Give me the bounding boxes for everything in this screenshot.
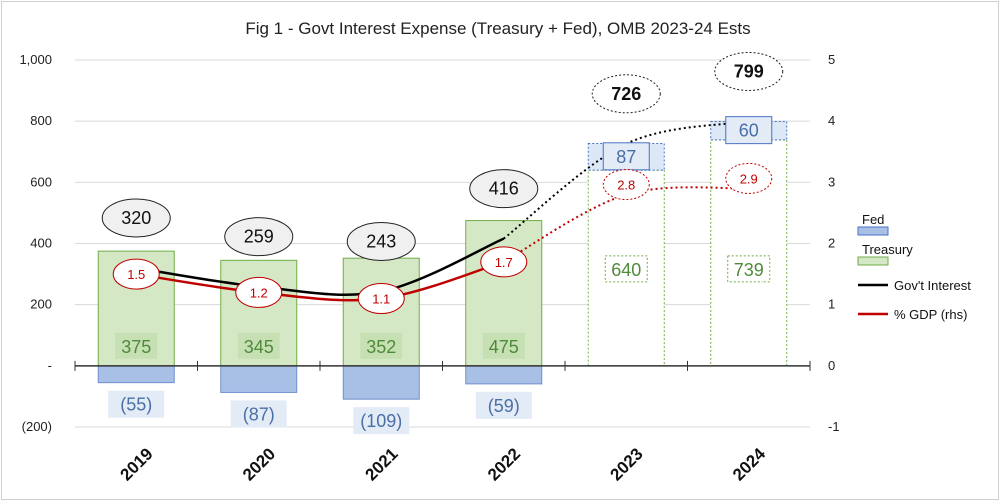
fed-bar [342, 365, 420, 400]
govt-interest-value-label: 243 [366, 232, 396, 252]
govt-interest-bubble [346, 222, 416, 262]
fed-bar [220, 365, 298, 393]
chart-title: Fig 1 - Govt Interest Expense (Treasury … [245, 19, 750, 38]
legend-label: Treasury [862, 242, 913, 257]
gdp-share-bubble [112, 258, 160, 290]
x-category-label: 2023 [607, 444, 647, 484]
treasury-label-box [360, 332, 403, 359]
govt-interest-bubble [101, 198, 171, 238]
gdp-share-bubble [235, 276, 283, 308]
gdp-share-line-actual [136, 260, 505, 302]
govt-interest-line-actual [136, 237, 505, 296]
x-category-label: 2022 [484, 444, 524, 484]
gdp-share-value-label: 2.8 [617, 178, 635, 193]
fed-label-box [725, 116, 773, 145]
y-right-tick-label: -1 [828, 419, 840, 434]
fed-value-label: (109) [360, 411, 402, 431]
treasury-value-label: 640 [611, 260, 641, 280]
x-category-label: 2024 [729, 444, 770, 485]
fed-label-box [108, 390, 165, 418]
fed-value-label: 60 [739, 121, 759, 141]
legend-label: Fed [862, 212, 884, 227]
treasury-label-box [115, 332, 158, 359]
y-left-tick-label: 600 [30, 174, 52, 189]
y-left-tick-label: 1,000 [19, 52, 52, 67]
fed-label-box [353, 407, 410, 435]
fed-value-label: (59) [488, 396, 520, 416]
treasury-value-label: 739 [734, 260, 764, 280]
gdp-share-bubble [602, 169, 650, 201]
gdp-share-value-label: 1.5 [127, 267, 145, 282]
gdp-share-value-label: 1.2 [250, 285, 268, 300]
treasury-label-box [237, 332, 280, 359]
y-right-tick-label: 4 [828, 113, 835, 128]
govt-interest-bubble [714, 51, 784, 91]
fed-label-box [475, 391, 532, 419]
legend-label: % GDP (rhs) [894, 307, 967, 322]
y-right-tick-label: 0 [828, 358, 835, 373]
treasury-value-label: 475 [489, 337, 519, 357]
treasury-label-box [604, 255, 648, 283]
y-left-tick-label: - [48, 358, 52, 373]
gdp-share-bubble [357, 283, 405, 315]
fed-value-label: (87) [243, 404, 275, 424]
gdp-share-bubble [725, 162, 773, 194]
fed-label-box [230, 400, 287, 428]
treasury-value-label: 375 [121, 337, 151, 357]
fed-bar [97, 365, 175, 384]
gdp-share-bubble [480, 246, 528, 278]
fed-value-label: (55) [120, 395, 152, 415]
govt-interest-value-label: 799 [734, 61, 764, 81]
govt-interest-bubble [469, 169, 539, 209]
treasury-value-label: 352 [366, 337, 396, 357]
y-right-tick-label: 2 [828, 236, 835, 251]
legend-swatch-treasury [857, 256, 889, 266]
govt-interest-value-label: 726 [611, 84, 641, 104]
y-left-tick-label: 200 [30, 297, 52, 312]
govt-interest-bubble [591, 74, 661, 114]
gdp-share-value-label: 1.7 [495, 255, 513, 270]
y-right-tick-label: 3 [828, 174, 835, 189]
fed-bar [465, 365, 543, 385]
y-left-tick-label: 800 [30, 113, 52, 128]
treasury-label-box [727, 255, 771, 283]
govt-interest-value-label: 416 [489, 179, 519, 199]
x-category-label: 2019 [117, 444, 157, 484]
x-category-label: 2020 [239, 444, 279, 484]
gdp-share-value-label: 2.9 [740, 171, 758, 186]
legend-swatch-fed [857, 226, 889, 236]
y-right-tick-label: 1 [828, 297, 835, 312]
govt-interest-value-label: 259 [244, 227, 274, 247]
y-left-tick-label: (200) [22, 419, 52, 434]
legend-label: Gov't Interest [894, 278, 971, 293]
y-left-tick-label: 400 [30, 236, 52, 251]
fed-value-label: 87 [616, 147, 636, 167]
govt-interest-value-label: 320 [121, 208, 151, 228]
gdp-share-value-label: 1.1 [372, 292, 390, 307]
x-category-label: 2021 [362, 444, 402, 484]
y-right-tick-label: 5 [828, 52, 835, 67]
treasury-value-label: 345 [244, 337, 274, 357]
treasury-label-box [482, 332, 525, 359]
govt-interest-bubble [224, 217, 294, 257]
